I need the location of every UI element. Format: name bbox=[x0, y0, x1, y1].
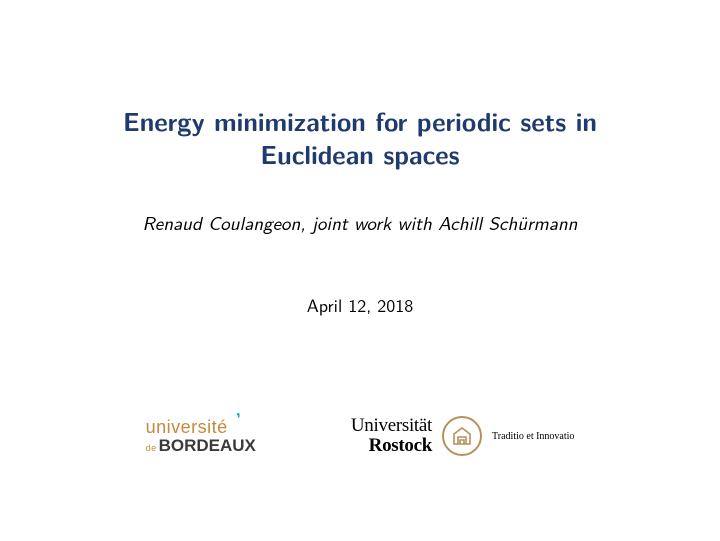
logo-row: université ’ de BORDEAUX Universität Ros… bbox=[0, 416, 720, 456]
logo-bordeaux-city: BORDEAUX bbox=[159, 437, 256, 454]
logo-rostock-text: Universität Rostock bbox=[351, 416, 432, 456]
logo-bordeaux-de: de bbox=[146, 444, 157, 453]
logo-rostock-motto: Traditio et Innovatio bbox=[492, 431, 574, 442]
accent-icon: ’ bbox=[235, 412, 243, 429]
logo-universitaet-rostock: Universität Rostock Traditio et Innovati… bbox=[351, 416, 575, 456]
title-line-2: Euclidean spaces bbox=[123, 138, 597, 171]
logo-bordeaux-word1: université bbox=[146, 417, 228, 437]
title-slide: Energy minimization for periodic sets in… bbox=[0, 0, 720, 541]
slide-title: Energy minimization for periodic sets in… bbox=[123, 105, 597, 170]
logo-bordeaux-line2: de BORDEAUX bbox=[146, 437, 256, 454]
authors: Renaud Coulangeon, joint work with Achil… bbox=[142, 208, 577, 236]
date: April 12, 2018 bbox=[307, 291, 414, 318]
logo-bordeaux-line1: université ’ bbox=[146, 418, 228, 436]
logo-universite-bordeaux: université ’ de BORDEAUX bbox=[146, 418, 256, 454]
logo-rostock-line2: Rostock bbox=[369, 436, 432, 456]
seal-icon bbox=[442, 416, 482, 456]
logo-rostock-line1: Universität bbox=[351, 416, 432, 436]
title-line-1: Energy minimization for periodic sets in bbox=[123, 105, 597, 138]
